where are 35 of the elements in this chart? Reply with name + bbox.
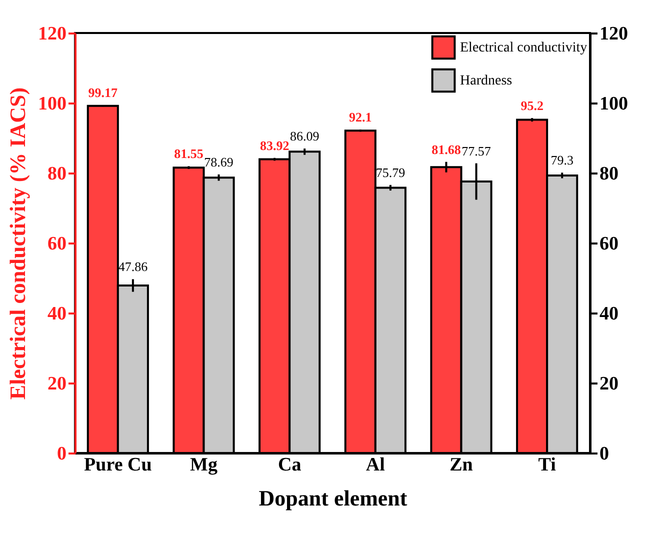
legend-label: Electrical conductivity: [460, 40, 588, 56]
data-label: 83.92: [260, 138, 290, 153]
x-tick-label: Pure Cu: [84, 454, 152, 476]
y2-tick-label: 20: [600, 374, 618, 394]
y-tick-label: 60: [48, 234, 66, 254]
x-tick-label: Ca: [278, 454, 302, 476]
data-label: 81.55: [174, 146, 204, 162]
y-tick-label: 120: [38, 24, 66, 44]
data-label: 78.69: [204, 154, 234, 170]
y2-tick-label: 80: [600, 164, 618, 184]
y-tick-label: 20: [48, 374, 66, 394]
x-tick-label: Ti: [538, 454, 556, 476]
x-tick-label: Al: [366, 454, 385, 476]
y-axis-title: Electrical conductivity (% IACS): [5, 87, 30, 400]
data-label: 79.3: [550, 152, 574, 168]
y-tick-label: 40: [48, 304, 66, 324]
data-label: 92.1: [349, 110, 372, 125]
y2-tick-label: 40: [600, 304, 618, 324]
data-label: 77.57: [462, 143, 492, 158]
x-axis-title: Dopant element: [258, 486, 408, 510]
data-label: 75.79: [376, 164, 406, 180]
data-label: 95.2: [520, 98, 544, 114]
data-label: 81.68: [432, 142, 462, 157]
x-tick-label: Mg: [190, 454, 218, 476]
data-label: 99.17: [88, 85, 118, 100]
y2-tick-label: 120: [600, 24, 628, 44]
y-tick-label: 0: [57, 444, 66, 464]
y-tick-label: 80: [48, 164, 66, 184]
data-label: 86.09: [290, 128, 320, 144]
y2-tick-label: 0: [600, 444, 609, 464]
y2-tick-label: 60: [600, 234, 618, 254]
legend-label: Hardness: [460, 74, 512, 88]
y2-tick-label: 100: [600, 94, 628, 114]
x-tick-label: Zn: [450, 454, 474, 476]
y-tick-label: 100: [38, 94, 66, 114]
